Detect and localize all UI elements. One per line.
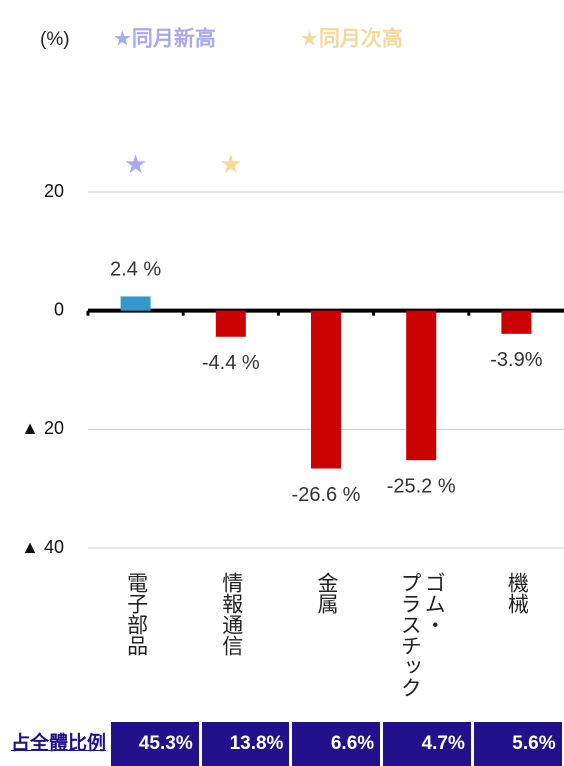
x-tick-label: 電子部品 <box>124 572 148 656</box>
bar <box>406 310 437 461</box>
share-label: 占全體比例 <box>10 733 106 754</box>
unit-label: (%) <box>40 29 70 50</box>
y-tick-label: ▲ 20 <box>21 418 64 438</box>
bar <box>215 310 246 337</box>
y-tick-label: ▲ 40 <box>21 537 64 557</box>
value-label: -25.2 % <box>387 475 456 497</box>
share-cell: 5.6% <box>473 722 562 766</box>
y-tick-label: 0 <box>54 299 64 319</box>
share-cell: 45.3% <box>111 722 199 766</box>
x-tick-label: 機械 <box>505 572 529 614</box>
value-label: 2.4 % <box>110 259 161 281</box>
legend-entry: ★同月新高 <box>113 27 216 51</box>
value-label: -3.9% <box>490 349 542 371</box>
bar <box>501 310 532 334</box>
share-cell: 4.7% <box>383 722 471 766</box>
share-cell: 13.8% <box>201 722 290 766</box>
bar <box>120 296 151 311</box>
value-label: -4.4 % <box>202 352 260 374</box>
bar <box>311 310 341 469</box>
star-marker: ★ <box>219 149 242 179</box>
x-tick-label: ゴム・ プラスチック <box>398 572 446 698</box>
star-marker: ★ <box>124 149 147 179</box>
y-tick-label: 20 <box>44 181 64 201</box>
share-cell: 6.6% <box>292 722 381 766</box>
x-tick-label: 情報通信 <box>219 572 243 656</box>
legend-entry: ★同月次高 <box>300 27 403 51</box>
value-label: -26.6 % <box>292 484 361 506</box>
x-tick-label: 金属 <box>315 572 338 614</box>
